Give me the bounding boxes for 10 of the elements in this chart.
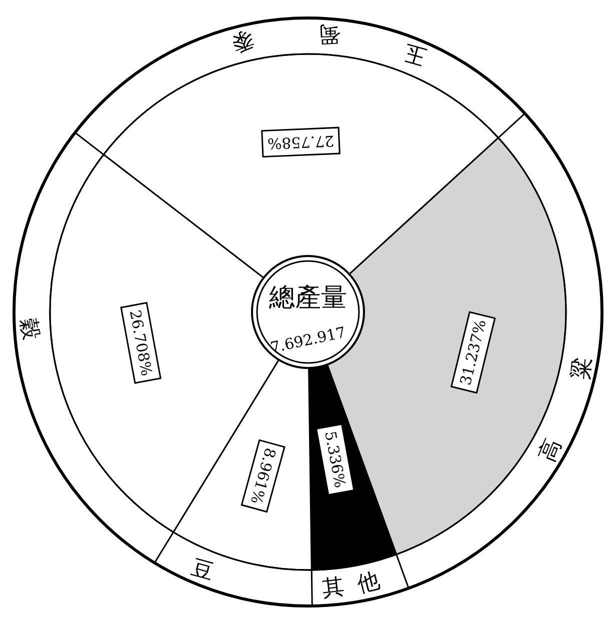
data-label: 5.336% bbox=[321, 430, 350, 490]
text: 總產量 bbox=[268, 283, 347, 313]
data-label: 31.237% bbox=[456, 318, 490, 387]
slice-label: 玉蜀黍 bbox=[164, 20, 429, 80]
legend-label: 其他 bbox=[320, 564, 396, 602]
data-label: 27.758% bbox=[267, 132, 335, 153]
data-label: 26.708% bbox=[126, 308, 156, 378]
slice-label: 豆 bbox=[188, 556, 282, 604]
slice-label: 穀 bbox=[14, 316, 56, 409]
data-label: 8.961% bbox=[246, 446, 280, 506]
